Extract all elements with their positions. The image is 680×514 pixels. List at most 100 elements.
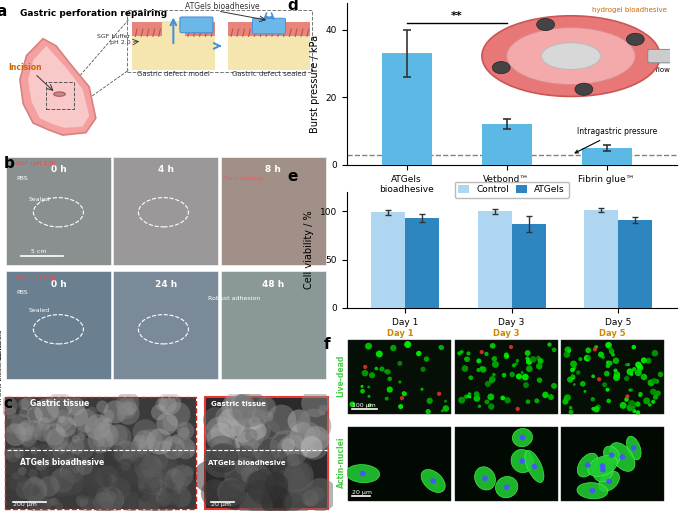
Text: 20 μm: 20 μm <box>211 502 231 507</box>
Circle shape <box>12 472 19 480</box>
Circle shape <box>282 438 295 452</box>
Circle shape <box>134 430 155 451</box>
Circle shape <box>104 400 126 424</box>
Circle shape <box>107 425 128 446</box>
Circle shape <box>596 405 600 409</box>
Circle shape <box>625 363 628 366</box>
Circle shape <box>22 436 33 448</box>
Circle shape <box>611 353 615 357</box>
Circle shape <box>228 446 262 479</box>
Circle shape <box>593 406 600 412</box>
Circle shape <box>416 351 422 356</box>
Bar <box>221 157 326 265</box>
Circle shape <box>509 372 515 377</box>
Circle shape <box>485 399 490 405</box>
Circle shape <box>33 444 57 468</box>
Circle shape <box>523 382 529 388</box>
Circle shape <box>95 475 103 484</box>
Text: 5 cm: 5 cm <box>31 249 46 254</box>
Circle shape <box>244 465 272 493</box>
Circle shape <box>469 375 473 380</box>
Circle shape <box>609 452 615 458</box>
Circle shape <box>636 410 640 415</box>
FancyBboxPatch shape <box>228 22 310 70</box>
Circle shape <box>100 424 117 440</box>
Circle shape <box>78 424 90 437</box>
Circle shape <box>118 400 137 419</box>
Circle shape <box>228 495 243 510</box>
Circle shape <box>566 353 569 357</box>
Circle shape <box>69 439 84 454</box>
Circle shape <box>224 461 254 491</box>
Circle shape <box>504 354 509 359</box>
Circle shape <box>30 447 38 454</box>
Circle shape <box>132 435 147 450</box>
Ellipse shape <box>610 443 635 471</box>
Circle shape <box>203 444 237 478</box>
Circle shape <box>65 430 84 450</box>
Circle shape <box>592 375 595 378</box>
Circle shape <box>60 443 70 453</box>
Circle shape <box>29 469 37 478</box>
Circle shape <box>466 395 470 398</box>
Circle shape <box>58 416 65 423</box>
Circle shape <box>632 367 636 371</box>
Circle shape <box>522 374 529 380</box>
Bar <box>381 53 432 165</box>
Circle shape <box>150 494 168 513</box>
Circle shape <box>252 474 269 492</box>
Circle shape <box>444 400 447 402</box>
FancyBboxPatch shape <box>162 21 185 38</box>
Circle shape <box>217 478 245 506</box>
Circle shape <box>154 466 167 479</box>
Circle shape <box>97 487 111 502</box>
Circle shape <box>525 350 530 356</box>
Circle shape <box>605 388 609 392</box>
Circle shape <box>205 416 235 447</box>
Text: a: a <box>0 4 7 19</box>
Circle shape <box>280 469 301 490</box>
Circle shape <box>600 463 605 469</box>
Circle shape <box>584 355 590 361</box>
Circle shape <box>624 376 630 381</box>
Circle shape <box>402 392 407 396</box>
FancyBboxPatch shape <box>180 17 213 33</box>
Circle shape <box>564 394 571 401</box>
Circle shape <box>272 460 294 481</box>
Circle shape <box>14 448 24 458</box>
Ellipse shape <box>475 467 496 490</box>
Circle shape <box>643 397 650 405</box>
Text: 4 h: 4 h <box>158 166 174 174</box>
Circle shape <box>573 383 576 386</box>
Text: b: b <box>3 156 14 171</box>
Bar <box>348 340 452 414</box>
Circle shape <box>473 395 480 402</box>
Circle shape <box>212 480 223 491</box>
Circle shape <box>169 444 184 459</box>
Text: ATGels bioadhesive: ATGels bioadhesive <box>185 2 260 11</box>
Circle shape <box>520 458 525 464</box>
Circle shape <box>632 345 636 350</box>
Circle shape <box>214 435 240 462</box>
Circle shape <box>515 362 518 365</box>
Circle shape <box>95 452 104 462</box>
Circle shape <box>245 429 258 442</box>
Circle shape <box>39 467 48 476</box>
Circle shape <box>158 488 180 511</box>
Text: PBS: PBS <box>16 176 27 181</box>
Circle shape <box>126 467 144 485</box>
Circle shape <box>641 357 647 363</box>
Ellipse shape <box>603 446 620 464</box>
Circle shape <box>567 349 571 353</box>
Circle shape <box>303 441 315 454</box>
Circle shape <box>608 361 613 365</box>
Circle shape <box>628 389 632 392</box>
Circle shape <box>8 474 24 491</box>
Y-axis label: Cell viability / %: Cell viability / % <box>304 211 314 289</box>
Ellipse shape <box>577 483 608 499</box>
Circle shape <box>204 479 233 507</box>
Text: **: ** <box>451 11 462 21</box>
Circle shape <box>241 465 260 484</box>
Circle shape <box>653 394 658 400</box>
Circle shape <box>228 395 254 421</box>
